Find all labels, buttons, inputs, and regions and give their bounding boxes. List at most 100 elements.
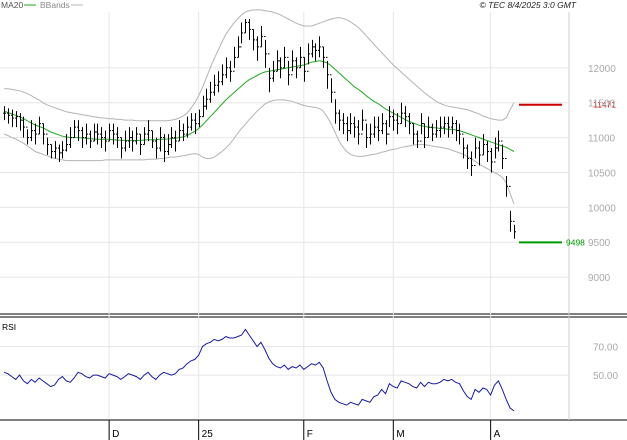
price-tick-label: 9500 — [588, 238, 611, 249]
ohlc-bar — [385, 120, 388, 145]
ohlc-bar — [299, 46, 302, 69]
ohlc-bar — [334, 91, 337, 124]
ohlc-bar — [240, 22, 243, 48]
bbands-upper-line — [4, 9, 515, 122]
ohlc-bar — [209, 81, 212, 103]
ohlc-bar — [108, 123, 111, 142]
ohlc-bar — [139, 133, 142, 156]
ohlc-bar — [490, 148, 493, 173]
ohlc-bar — [26, 126, 29, 145]
bollinger-bands — [3, 9, 515, 205]
ohlc-bar — [116, 127, 119, 149]
time-tick-label: M — [396, 429, 404, 440]
ohlc-bar — [11, 109, 14, 128]
price-axis-ticks: 12000 11500 11000 10500 10000 9500 9000 — [588, 64, 616, 284]
ohlc-bar — [221, 64, 224, 86]
ohlc-bar — [361, 109, 364, 135]
time-axis-ticks: D 25 F M A — [108, 420, 501, 440]
ohlc-bar — [408, 113, 411, 135]
rsi-tick-label: 50.00 — [593, 371, 618, 382]
ohlc-bar — [65, 134, 68, 152]
ohlc-bar — [458, 123, 461, 145]
ohlc-bar — [174, 130, 177, 152]
copyright-text: © TEC 8/4/2025 3:0 GMT — [480, 0, 577, 10]
ohlc-bar — [349, 113, 352, 135]
ohlc-bar — [42, 123, 45, 145]
ohlc-bar — [3, 106, 6, 121]
ohlc-bar — [120, 137, 123, 159]
ohlc-bar — [412, 123, 415, 145]
ohlc-bar — [205, 88, 208, 110]
ohlc-bar — [170, 127, 173, 149]
ohlc-bar — [252, 28, 255, 51]
ohlc-bar — [260, 25, 263, 48]
ohlc-bar — [225, 57, 228, 79]
ohlc-bar — [482, 134, 485, 156]
ohlc-bar — [19, 113, 22, 131]
ohlc-bar — [462, 133, 465, 159]
time-tick-label: A — [494, 429, 501, 440]
ohlc-bar — [338, 109, 341, 131]
ohlc-bar — [22, 116, 25, 138]
ohlc-bar — [377, 116, 380, 142]
ohlc-bar — [486, 141, 489, 162]
ohlc-bar — [54, 141, 57, 159]
ohlc-bar — [256, 36, 259, 61]
ohlc-bar — [295, 57, 298, 79]
ohlc-bar — [513, 220, 516, 239]
ohlc-bar — [34, 123, 37, 145]
ohlc-bar — [470, 151, 473, 176]
ohlc-bar — [314, 43, 317, 61]
ohlc-bar — [135, 127, 138, 145]
ohlc-bar — [392, 109, 395, 131]
ohlc-bar — [342, 113, 345, 135]
rsi-title: RSI — [2, 322, 16, 332]
ohlc-bar — [7, 108, 10, 124]
ohlc-bar — [167, 134, 170, 156]
ohlc-bar — [248, 18, 251, 40]
ohlc-bar — [237, 36, 240, 58]
ohlc-bar — [381, 113, 384, 135]
ohlc-bar — [77, 120, 80, 142]
ohlc-bar — [439, 116, 442, 138]
ohlc-bar — [89, 130, 92, 149]
ohlc-bar — [229, 60, 232, 82]
ohlc-bar — [373, 116, 376, 138]
ohlc-bar — [163, 134, 166, 162]
support-label: 9498 — [566, 237, 585, 247]
rsi-line — [3, 328, 515, 412]
ohlc-bar — [93, 123, 96, 142]
ohlc-bar — [369, 123, 372, 145]
price-tick-label: 9000 — [588, 273, 611, 284]
ohlc-bar — [423, 123, 426, 149]
ohlc-bar — [474, 137, 477, 166]
ohlc-bar — [330, 74, 333, 103]
resistance-label: 11471 — [593, 100, 616, 110]
ohlc-bar — [435, 120, 438, 138]
ohlc-bar — [311, 39, 314, 58]
grid-lines — [0, 12, 569, 418]
ohlc-bar — [190, 113, 193, 131]
ohlc-bar — [466, 144, 469, 169]
ohlc-bar — [357, 120, 360, 145]
ohlc-bar — [396, 113, 399, 135]
ohlc-bar — [217, 71, 220, 93]
ohlc-bar — [353, 116, 356, 138]
ohlc-bar — [159, 127, 162, 152]
ohlc-bar — [104, 130, 107, 152]
ohlc-bar — [147, 120, 150, 142]
ohlc-bar — [287, 56, 290, 86]
ohlc-bar — [15, 111, 18, 128]
ohlc-bar — [416, 130, 419, 149]
ohlc-bar — [30, 120, 33, 142]
ohlc-bar — [233, 46, 236, 72]
ohlc-bar — [81, 127, 84, 149]
ohlc-bar — [112, 123, 115, 145]
ohlc-bar — [303, 56, 306, 82]
ohlc-bar — [264, 35, 267, 68]
ohlc-bar — [155, 137, 158, 159]
ohlc-bar — [38, 116, 41, 135]
ohlc-bar — [279, 57, 282, 79]
time-tick-label: 25 — [202, 429, 214, 440]
